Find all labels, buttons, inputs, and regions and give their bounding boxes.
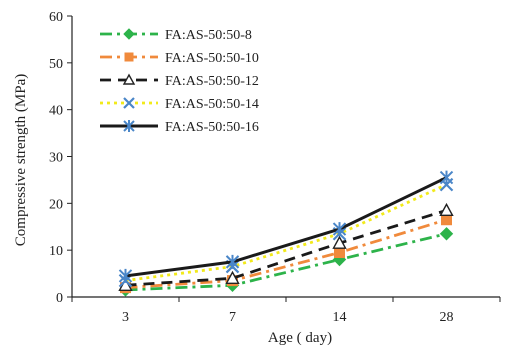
data-point — [332, 222, 347, 237]
y-tick-label: 20 — [49, 197, 63, 212]
x-tick-label: 3 — [122, 310, 129, 325]
legend-label: FA:AS-50:50-16 — [165, 120, 259, 135]
legend-item: FA:AS-50:50-8 — [100, 28, 252, 43]
series-line — [125, 176, 448, 278]
y-tick-label: 60 — [49, 10, 63, 25]
data-point — [118, 268, 133, 283]
legend-label: FA:AS-50:50-12 — [165, 74, 259, 89]
legend-label: FA:AS-50:50-10 — [165, 51, 259, 66]
series-line — [125, 218, 447, 290]
data-point — [439, 202, 454, 217]
y-tick-label: 40 — [49, 104, 63, 119]
legend-item: FA:AS-50:50-12 — [100, 73, 259, 89]
series-layer — [118, 170, 454, 297]
legend-item: FA:AS-50:50-16 — [100, 120, 259, 135]
data-point — [439, 227, 454, 241]
y-axis-title: Compressive strength (MPa) — [13, 74, 29, 246]
x-axis-title: Age ( day) — [268, 330, 332, 346]
series-5 — [118, 170, 454, 283]
data-point — [332, 235, 347, 249]
series-line — [125, 183, 448, 282]
y-tick-label: 0 — [56, 291, 63, 306]
legend-item: FA:AS-50:50-14 — [100, 97, 259, 112]
y-tick-label: 30 — [49, 151, 63, 166]
y-tick-label: 50 — [49, 57, 63, 72]
legend-marker — [123, 97, 135, 109]
y-tick-label: 10 — [49, 244, 63, 259]
data-point — [439, 170, 454, 185]
data-point — [441, 214, 452, 226]
data-point — [225, 254, 240, 269]
data-point — [225, 270, 240, 284]
legend-marker — [123, 120, 135, 132]
series-line — [125, 232, 447, 292]
data-point — [334, 247, 345, 259]
legend-item: FA:AS-50:50-10 — [100, 51, 259, 66]
legend-marker — [123, 28, 135, 40]
series-line — [125, 209, 447, 287]
x-tick-label: 7 — [229, 310, 236, 325]
legend-marker — [124, 52, 134, 62]
legend-marker — [122, 73, 136, 85]
series-2 — [120, 214, 452, 294]
legend-label: FA:AS-50:50-8 — [165, 28, 252, 43]
x-tick-label: 28 — [440, 310, 454, 325]
legend: FA:AS-50:50-8 FA:AS-50:50-10 FA:AS-50:50-1… — [100, 28, 259, 135]
legend-label: FA:AS-50:50-14 — [165, 97, 259, 112]
x-tick-label: 14 — [333, 310, 347, 325]
series-3 — [118, 202, 454, 291]
